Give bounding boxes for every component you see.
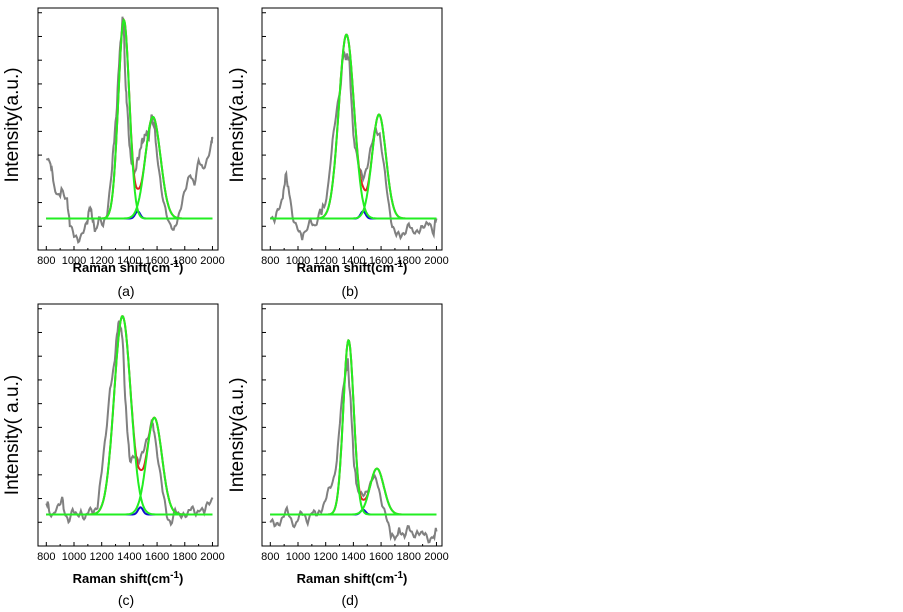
cumulative-fit-line (270, 338, 437, 516)
x-tick-label: 1800 (397, 255, 421, 267)
plot-frame (261, 7, 443, 251)
g-band-fit-line (270, 113, 437, 220)
panel-caption: (d) (341, 592, 358, 608)
x-tick-label: 1200 (313, 255, 337, 267)
x-tick-label: 800 (261, 255, 279, 267)
y-axis-label: Intensity( a.u.) (2, 375, 23, 495)
x-tick-label: 1200 (89, 551, 113, 563)
x-tick-label: 1600 (145, 551, 169, 563)
plot-frame (37, 303, 219, 547)
x-axis-label: Raman shift(cm-1) (73, 259, 184, 275)
panel-b: 800 1000 1200 1400 1600 1800 2000Intensity(a.u… (227, 7, 449, 299)
x-tick-label: 1600 (369, 551, 393, 563)
x-tick-label: 2000 (200, 255, 224, 267)
x-tick-label: 1400 (341, 551, 365, 563)
x-tick-label: 2000 (424, 255, 448, 267)
plot-frame (37, 7, 219, 251)
measured-spectrum-line (269, 358, 438, 544)
x-axis-label-main: Raman shift(cm (73, 260, 171, 275)
plot-frame (261, 303, 443, 547)
panel-caption: (b) (341, 283, 358, 299)
x-axis-label-superscript: -1 (170, 570, 179, 581)
x-axis-label-main: Raman shift(cm (297, 260, 395, 275)
x-axis-label: Raman shift(cm-1) (297, 259, 408, 275)
x-tick-label: 1800 (173, 255, 197, 267)
x-tick-label: 1000 (62, 255, 86, 267)
panel-caption: (c) (118, 592, 134, 608)
x-axis-label: Raman shift(cm-1) (73, 570, 184, 586)
x-axis-label-close: ) (179, 260, 183, 275)
x-tick-label: 800 (37, 551, 55, 563)
x-tick-label: 800 (261, 551, 279, 563)
x-axis-label-superscript: -1 (394, 570, 403, 581)
x-tick-label: 1000 (286, 255, 310, 267)
panel-d: 800 1000 1200 1400 1600 1800 2000Intensity(a.u… (227, 303, 449, 608)
x-tick-label: 1400 (341, 255, 365, 267)
cumulative-fit-line (46, 315, 213, 516)
x-axis-label-superscript: -1 (394, 259, 403, 270)
x-tick-label: 800 (37, 255, 55, 267)
x-axis-label: Raman shift(cm-1) (297, 570, 408, 586)
y-axis-label: Intensity(a.u.) (2, 67, 23, 182)
d-band-fit-line (46, 315, 213, 516)
g-band-fit-line (46, 416, 213, 516)
g-band-fit-line (46, 116, 213, 220)
x-tick-label: 1000 (62, 551, 86, 563)
x-tick-label: 1600 (145, 255, 169, 267)
x-tick-label: 1800 (173, 551, 197, 563)
d-band-fit-line (270, 338, 437, 516)
x-tick-label: 1200 (313, 551, 337, 563)
y-axis-label: Intensity(a.u.) (227, 67, 248, 182)
x-axis-label-close: ) (403, 260, 407, 275)
x-axis-label-close: ) (403, 571, 407, 586)
x-axis-label-main: Raman shift(cm (73, 571, 171, 586)
measured-spectrum-line (46, 16, 214, 244)
g-band-fit-line (270, 467, 437, 516)
x-tick-label: 2000 (200, 551, 224, 563)
x-axis-label-superscript: -1 (170, 259, 179, 270)
x-tick-label: 1200 (89, 255, 113, 267)
y-axis-label: Intensity(a.u.) (227, 377, 248, 492)
x-tick-label: 1800 (397, 551, 421, 563)
panel-a: 800 1000 1200 1400 1600 1800 2000Intensity(a.u… (2, 7, 225, 299)
measured-spectrum-line (269, 50, 438, 241)
x-tick-label: 1600 (369, 255, 393, 267)
panel-caption: (a) (117, 283, 134, 299)
x-tick-label: 2000 (424, 551, 448, 563)
x-tick-label: 1400 (117, 255, 141, 267)
measured-spectrum-line (45, 320, 214, 527)
x-axis-label-close: ) (179, 571, 183, 586)
x-tick-label: 1400 (117, 551, 141, 563)
x-tick-label: 1000 (286, 551, 310, 563)
x-axis-label-main: Raman shift(cm (297, 571, 395, 586)
d-band-fit-line (46, 18, 213, 220)
